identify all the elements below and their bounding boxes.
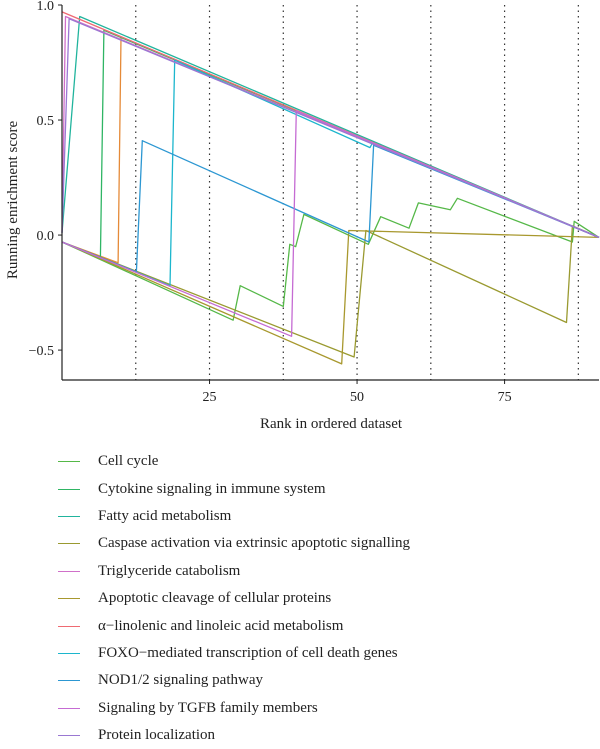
- legend-label: Cell cycle: [98, 453, 159, 470]
- series-line-5: [61, 229, 600, 365]
- legend-swatch: [58, 570, 80, 572]
- legend-label: Apoptotic cleavage of cellular proteins: [98, 590, 332, 607]
- legend-item: α−linolenic and linoleic acid metabolism: [58, 612, 410, 639]
- legend-swatch: [58, 598, 80, 600]
- series-line-9: [61, 110, 600, 337]
- y-tick-label: 0.5: [37, 114, 55, 129]
- legend-label: α−linolenic and linoleic acid metabolism: [98, 617, 344, 634]
- legend-swatch: [58, 652, 80, 654]
- legend-item: Cytokine signaling in immune system: [58, 475, 410, 502]
- legend-item: Signaling by TGFB family members: [58, 695, 410, 722]
- enrichment-chart: −0.5 0.0 0.5 1.0 25 50 75 Rank in ordered data…: [5, 0, 600, 432]
- legend-swatch: [58, 488, 80, 490]
- series-line-extra-0: [61, 36, 600, 264]
- legend-label: Signaling by TGFB family members: [98, 699, 318, 716]
- legend-item: Apoptotic cleavage of cellular proteins: [58, 585, 410, 612]
- y-tick-label: 0.0: [37, 229, 55, 244]
- legend-swatch: [58, 515, 80, 517]
- legend-item: Fatty acid metabolism: [58, 503, 410, 530]
- legend-label: FOXO−mediated transcription of cell deat…: [98, 644, 398, 661]
- x-tick-label: 75: [498, 390, 512, 405]
- plot-area: [61, 5, 600, 380]
- legend-item: Protein localization: [58, 722, 410, 749]
- series-line-8: [61, 140, 600, 273]
- series-line-3: [61, 225, 600, 358]
- legend-label: Cytokine signaling in immune system: [98, 480, 326, 497]
- legend-label: Fatty acid metabolism: [98, 507, 232, 524]
- legend: Cell cycle Cytokine signaling in immune s…: [58, 448, 410, 749]
- x-tick-label: 25: [203, 390, 217, 405]
- legend-swatch: [58, 461, 80, 463]
- legend-item: FOXO−mediated transcription of cell deat…: [58, 640, 410, 667]
- x-tick-label: 50: [350, 390, 364, 405]
- y-axis-title: Running enrichment score: [5, 121, 21, 280]
- legend-label: Triglyceride catabolism: [98, 562, 241, 579]
- series-line-0: [61, 197, 600, 321]
- legend-item: Cell cycle: [58, 448, 410, 475]
- x-axis-title: Rank in ordered dataset: [260, 416, 403, 432]
- y-tick-label: 1.0: [37, 0, 55, 14]
- legend-item: Caspase activation via extrinsic apoptot…: [58, 530, 410, 557]
- legend-item: NOD1/2 signaling pathway: [58, 667, 410, 694]
- legend-swatch: [58, 543, 80, 545]
- legend-swatch: [58, 735, 80, 737]
- legend-swatch: [58, 680, 80, 682]
- series-line-7: [61, 59, 600, 287]
- series-line-10: [61, 18, 600, 239]
- legend-swatch: [58, 707, 80, 709]
- legend-item: Triglyceride catabolism: [58, 558, 410, 585]
- legend-label: Protein localization: [98, 727, 216, 744]
- y-tick-label: −0.5: [29, 344, 54, 359]
- series-line-2: [61, 15, 600, 238]
- axes: −0.5 0.0 0.5 1.0 25 50 75: [29, 0, 599, 405]
- legend-swatch: [58, 625, 80, 627]
- legend-label: NOD1/2 signaling pathway: [98, 672, 263, 689]
- legend-label: Caspase activation via extrinsic apoptot…: [98, 535, 411, 552]
